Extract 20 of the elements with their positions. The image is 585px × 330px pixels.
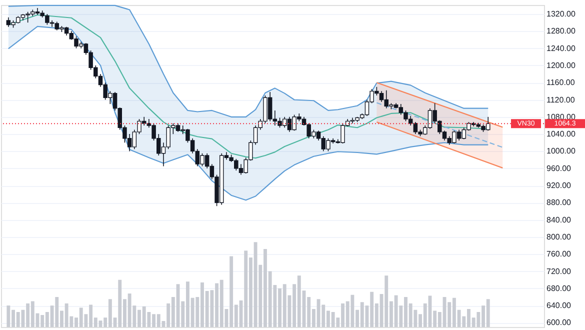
- line-series: [8, 14, 489, 159]
- y-tick-label: 1120.00: [546, 95, 576, 104]
- y-tick-label: 1160.00: [546, 78, 576, 88]
- y-tick-label: 720.00: [546, 266, 572, 276]
- y-tick-label: 960.00: [546, 164, 572, 173]
- y-tick-label: 800.00: [546, 232, 572, 242]
- y-tick-label: 600.00: [546, 318, 572, 328]
- y-tick-label: 1200.00: [546, 60, 576, 70]
- y-tick-label: 1040.00: [546, 130, 576, 139]
- y-tick-label: 1240.00: [546, 44, 576, 53]
- y-tick-label: 1280.00: [546, 26, 576, 36]
- line-series: [8, 4, 489, 118]
- y-tick-label: 1000.00: [546, 146, 576, 156]
- y-tick-label: 1320.00: [546, 10, 576, 19]
- y-tick-label: 760.00: [546, 250, 572, 259]
- y-tick-label: 680.00: [546, 284, 572, 293]
- y-tick-label: 920.00: [546, 181, 572, 190]
- y-tick-label: 640.00: [546, 301, 572, 310]
- y-tick-label: 840.00: [546, 215, 572, 224]
- y-tick-label: 880.00: [546, 198, 572, 208]
